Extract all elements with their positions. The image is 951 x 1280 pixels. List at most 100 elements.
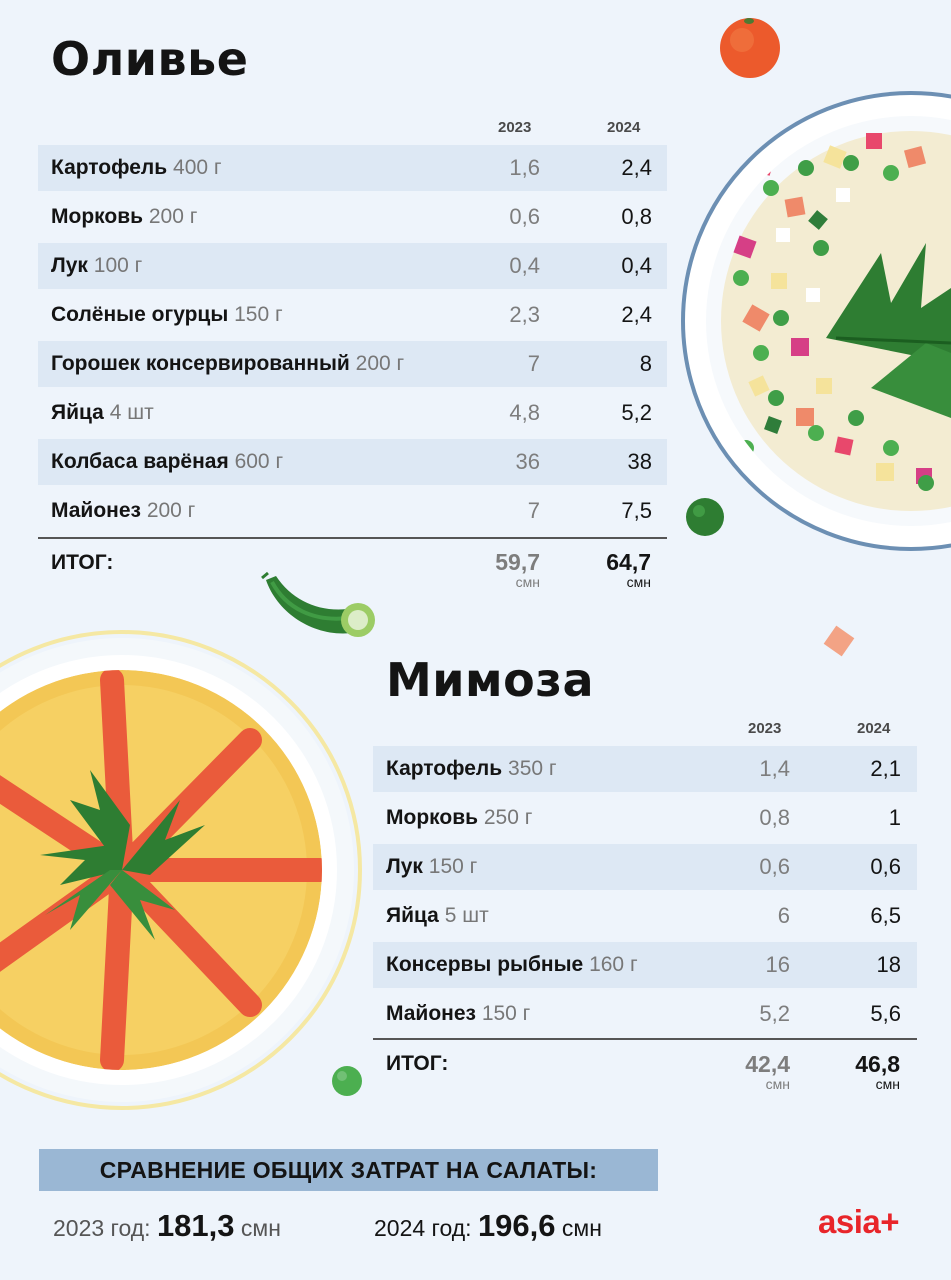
- pea-icon: [686, 498, 724, 536]
- mimosa-total-divider: [373, 1038, 917, 1040]
- ingredient-quantity: 350 г: [508, 757, 557, 780]
- price-2024: 0,8: [621, 204, 652, 229]
- ingredient-quantity: 200 г: [355, 352, 405, 375]
- price-2024: 1: [888, 805, 901, 830]
- mimosa-total-2023: 42,4 смн: [710, 1052, 790, 1092]
- price-2023: 6: [777, 903, 790, 928]
- comparison-2024-label: 2024 год:: [374, 1215, 472, 1241]
- ingredient-quantity: 200 г: [146, 499, 196, 522]
- price-2023: 0,8: [759, 805, 790, 830]
- mimosa-title: Мимоза: [386, 653, 594, 707]
- price-2024: 38: [627, 449, 652, 474]
- comparison-2024-currency: смн: [561, 1215, 602, 1241]
- olivie-total-2023-currency: смн: [515, 574, 540, 590]
- ingredient-name: Консервы рыбные 160 г: [386, 953, 638, 977]
- comparison-2023-value: 181,3: [156, 1208, 235, 1243]
- price-2024: 2,4: [621, 302, 652, 327]
- olivie-total-2023: 59,7 смн: [460, 550, 540, 590]
- pea-icon: [332, 1066, 362, 1096]
- ingredient-quantity: 250 г: [483, 806, 533, 829]
- mimosa-plate-illustration: [0, 630, 362, 1110]
- comparison-2024: 2024 год: 196,6 смн: [374, 1208, 602, 1244]
- mimosa-table-row: Майонез 150 г 5,2 5,6: [373, 991, 917, 1037]
- ingredient-name: Майонез 150 г: [386, 1002, 530, 1026]
- comparison-2024-value: 196,6: [477, 1208, 556, 1243]
- olivie-year-2024-header: 2024: [607, 119, 641, 136]
- price-2024: 2,4: [621, 155, 652, 180]
- ingredient-label: Морковь: [386, 806, 479, 829]
- ingredient-name: Картофель 350 г: [386, 757, 557, 781]
- ingredient-label: Майонез: [386, 1002, 476, 1025]
- mimosa-total-2024-value: 46,8: [855, 1051, 900, 1077]
- ingredient-quantity: 150 г: [428, 855, 478, 878]
- comparison-banner-text: СРАВНЕНИЕ ОБЩИХ ЗАТРАТ НА САЛАТЫ:: [99, 1156, 598, 1183]
- price-2024: 0,6: [870, 854, 901, 879]
- ingredient-name: Колбаса варёная 600 г: [51, 450, 283, 474]
- olivie-table-row: Майонез 200 г 7 7,5: [38, 488, 667, 534]
- comparison-2023-label: 2023 год:: [53, 1215, 151, 1241]
- price-2023: 2,3: [509, 302, 540, 327]
- olivie-total-2024-value: 64,7: [606, 549, 651, 575]
- ingredient-name: Яйца 5 шт: [386, 904, 489, 928]
- mimosa-table-row: Консервы рыбные 160 г 16 18: [373, 942, 917, 988]
- olivie-table-row: Солёные огурцы 150 г 2,3 2,4: [38, 292, 667, 338]
- price-2023: 7: [527, 498, 540, 523]
- olivie-total-2023-value: 59,7: [495, 549, 540, 575]
- ingredient-name: Лук 100 г: [51, 254, 142, 278]
- mimosa-total-2024: 46,8 смн: [820, 1052, 900, 1092]
- mimosa-year-2024-header: 2024: [857, 720, 891, 737]
- price-2023: 5,2: [759, 1001, 790, 1026]
- price-2024: 18: [876, 952, 901, 977]
- ingredient-label: Колбаса варёная: [51, 450, 229, 473]
- ingredient-quantity: 400 г: [173, 156, 222, 179]
- price-2024: 5,6: [870, 1001, 901, 1026]
- ingredient-label: Консервы рыбные: [386, 953, 584, 976]
- price-2023: 1,6: [509, 155, 540, 180]
- ingredient-label: Яйца: [51, 401, 104, 424]
- olivie-total-2024-currency: смн: [626, 574, 651, 590]
- ingredient-name: Горошек консервированный 200 г: [51, 352, 404, 376]
- price-2023: 0,4: [509, 253, 540, 278]
- price-2024: 7,5: [621, 498, 652, 523]
- mimosa-total-2023-value: 42,4: [745, 1051, 790, 1077]
- asia-plus-logo: asia+: [818, 1203, 900, 1240]
- ingredient-name: Майонез 200 г: [51, 499, 195, 523]
- olivie-year-2023-header: 2023: [498, 119, 532, 136]
- ingredient-quantity: 150 г: [234, 303, 283, 326]
- price-2023: 36: [515, 449, 540, 474]
- mimosa-year-2023-header: 2023: [748, 720, 782, 737]
- price-2024: 0,4: [621, 253, 652, 278]
- ingredient-quantity: 150 г: [481, 1002, 531, 1025]
- olivie-table-row: Лук 100 г 0,4 0,4: [38, 243, 667, 289]
- olivie-table-row: Яйца 4 шт 4,8 5,2: [38, 390, 667, 436]
- ingredient-quantity: 200 г: [148, 205, 198, 228]
- ingredient-quantity: 600 г: [234, 450, 284, 473]
- ingredient-name: Морковь 200 г: [51, 205, 197, 229]
- ingredient-label: Майонез: [51, 499, 141, 522]
- ingredient-name: Лук 150 г: [386, 855, 477, 879]
- price-2023: 0,6: [509, 204, 540, 229]
- olivie-table-row: Морковь 200 г 0,6 0,8: [38, 194, 667, 240]
- ingredient-label: Яйца: [386, 904, 439, 927]
- ingredient-quantity: 4 шт: [109, 401, 154, 424]
- olivie-total-label: ИТОГ:: [51, 551, 114, 574]
- carrot-piece-icon: [823, 625, 855, 657]
- price-2024: 2,1: [870, 756, 901, 781]
- cucumber-icon: [261, 571, 375, 637]
- price-2024: 6,5: [870, 903, 901, 928]
- ingredient-label: Картофель: [51, 156, 168, 179]
- comparison-2023: 2023 год: 181,3 смн: [53, 1208, 281, 1244]
- comparison-banner: СРАВНЕНИЕ ОБЩИХ ЗАТРАТ НА САЛАТЫ:: [39, 1149, 658, 1191]
- ingredient-quantity: 100 г: [93, 254, 143, 277]
- olivie-plate-illustration: [681, 91, 951, 551]
- olivie-table-row: Горошек консервированный 200 г 7 8: [38, 341, 667, 387]
- ingredient-label: Лук: [51, 254, 88, 277]
- price-2023: 4,8: [509, 400, 540, 425]
- mimosa-table-row: Морковь 250 г 0,8 1: [373, 795, 917, 841]
- price-2023: 7: [527, 351, 540, 376]
- mimosa-total-label: ИТОГ:: [386, 1052, 449, 1075]
- ingredient-label: Морковь: [51, 205, 144, 228]
- price-2023: 0,6: [759, 854, 790, 879]
- ingredient-name: Картофель 400 г: [51, 156, 222, 180]
- olivie-table-row: Колбаса варёная 600 г 36 38: [38, 439, 667, 485]
